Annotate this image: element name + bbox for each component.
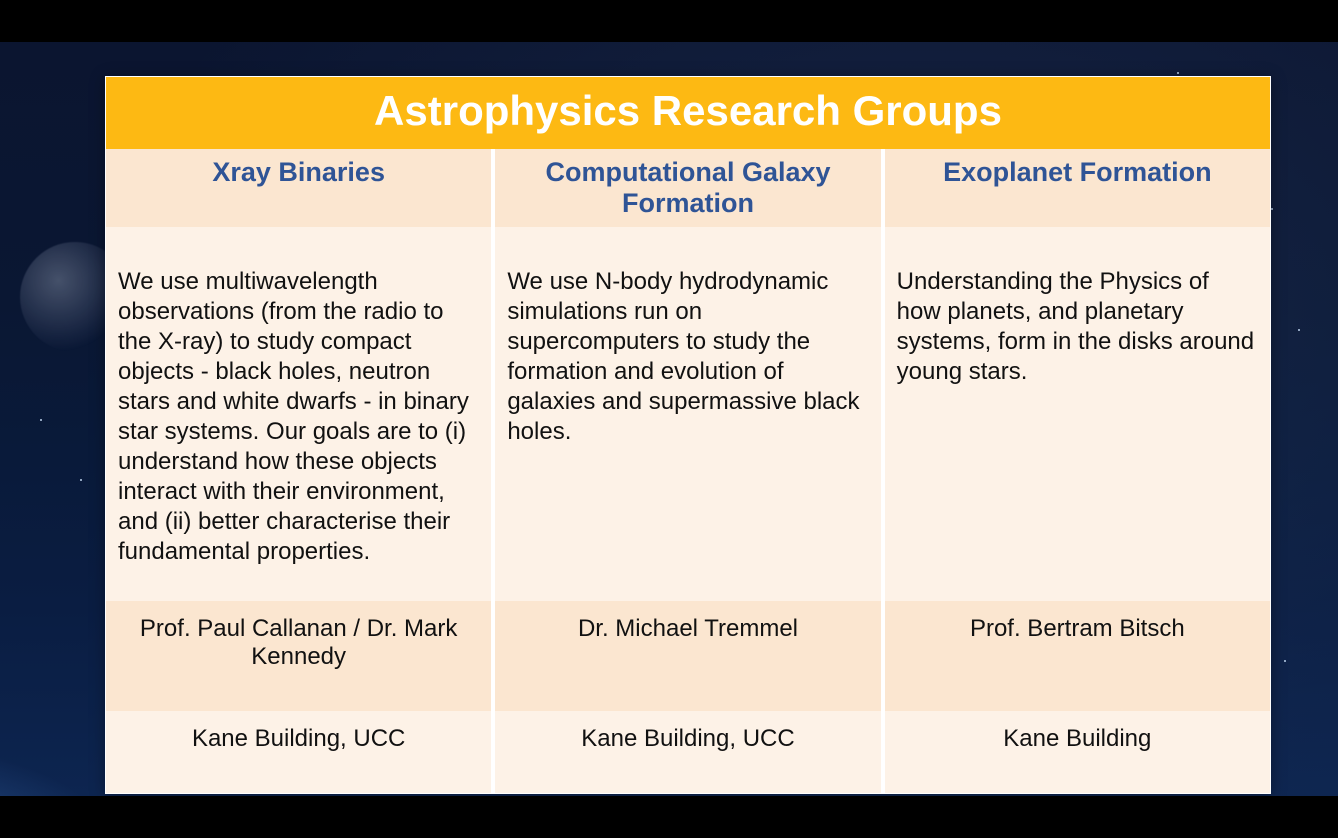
group-description: Understanding the Physics of how planets…: [897, 267, 1258, 387]
star-icon: [1271, 208, 1273, 210]
column-title: Xray Binaries: [106, 149, 491, 227]
star-icon: [1177, 72, 1179, 74]
group-description: We use multiwavelength observations (fro…: [118, 267, 479, 567]
group-people: Dr. Michael Tremmel: [495, 601, 880, 711]
card-title: Astrophysics Research Groups: [106, 77, 1270, 149]
slide-stage: Astrophysics Research Groups Xray Binari…: [0, 0, 1338, 838]
group-location: Kane Building: [885, 711, 1270, 793]
people-row: Prof. Paul Callanan / Dr. Mark Kennedy D…: [106, 601, 1270, 711]
group-location: Kane Building, UCC: [106, 711, 491, 793]
group-people: Prof. Bertram Bitsch: [885, 601, 1270, 711]
content-card: Astrophysics Research Groups Xray Binari…: [105, 76, 1271, 794]
group-location: Kane Building, UCC: [495, 711, 880, 793]
star-icon: [1298, 329, 1300, 331]
group-people: Prof. Paul Callanan / Dr. Mark Kennedy: [106, 601, 491, 711]
column-title: Exoplanet Formation: [885, 149, 1270, 227]
star-icon: [40, 419, 42, 421]
column-titles-row: Xray Binaries Computational Galaxy Forma…: [106, 149, 1270, 227]
star-icon: [1284, 660, 1286, 662]
location-row: Kane Building, UCC Kane Building, UCC Ka…: [106, 711, 1270, 793]
column-title: Computational Galaxy Formation: [495, 149, 880, 227]
description-row: We use multiwavelength observations (fro…: [106, 227, 1270, 601]
star-icon: [80, 479, 82, 481]
group-description: We use N-body hydrodynamic simulations r…: [507, 267, 868, 447]
